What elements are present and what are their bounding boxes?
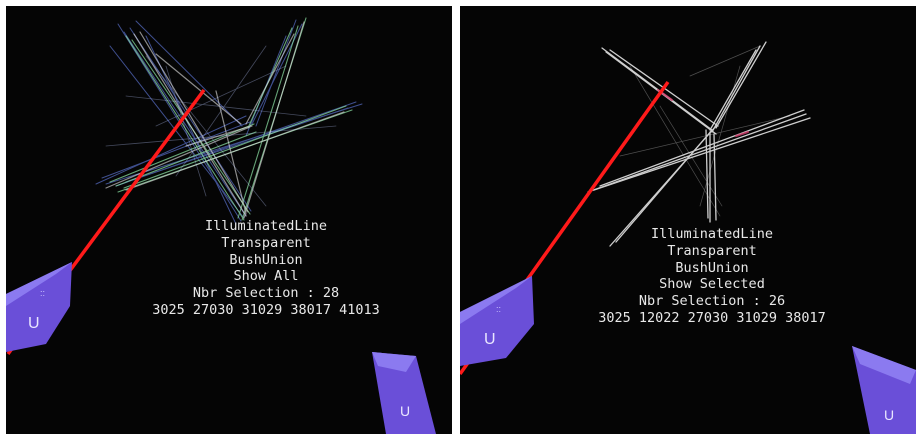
transparency-label: Transparent: [667, 242, 757, 259]
selected-ids-label: 3025 27030 31029 38017 41013: [152, 301, 380, 318]
fiber-bundle: [95, 17, 363, 225]
show-mode-label: Show Selected: [659, 276, 765, 293]
svg-text:::: ::: [496, 304, 501, 314]
selection-count-label: Nbr Selection : 26: [638, 293, 786, 310]
vr-view-right: U :: U IlluminatedLine Transparent BushU…: [460, 6, 916, 434]
fiber-scene-left: U :: U: [6, 17, 436, 434]
vr-controller-corner: U: [852, 346, 916, 434]
selected-ids-label: 3025 12022 27030 31029 38017: [598, 309, 826, 326]
bundling-label: BushUnion: [675, 259, 749, 276]
vr-view-left: U :: U IlluminatedLine Transparent BushU…: [6, 6, 452, 434]
transparency-label: Transparent: [221, 234, 311, 251]
controller-glyph: U: [484, 331, 496, 348]
status-overlay: IlluminatedLine Transparent BushUnion Sh…: [136, 218, 396, 319]
render-mode-label: IlluminatedLine: [651, 226, 773, 242]
fiber-scene-right: U :: U: [460, 41, 916, 434]
controller-glyph-corner: U: [400, 403, 410, 419]
svg-text:::: ::: [40, 288, 45, 298]
vr-controller: U ::: [6, 262, 72, 352]
status-overlay: IlluminatedLine Transparent BushUnion Sh…: [572, 226, 852, 327]
controller-glyph-corner: U: [884, 407, 894, 423]
vr-controller-corner: U: [372, 352, 436, 434]
vr-controller: U ::: [460, 276, 534, 366]
bundling-label: BushUnion: [229, 251, 303, 268]
fiber-bundle: [587, 41, 811, 247]
controller-glyph: U: [28, 315, 40, 332]
selection-count-label: Nbr Selection : 28: [192, 285, 340, 302]
show-mode-label: Show All: [233, 268, 299, 285]
render-mode-label: IlluminatedLine: [205, 218, 327, 234]
